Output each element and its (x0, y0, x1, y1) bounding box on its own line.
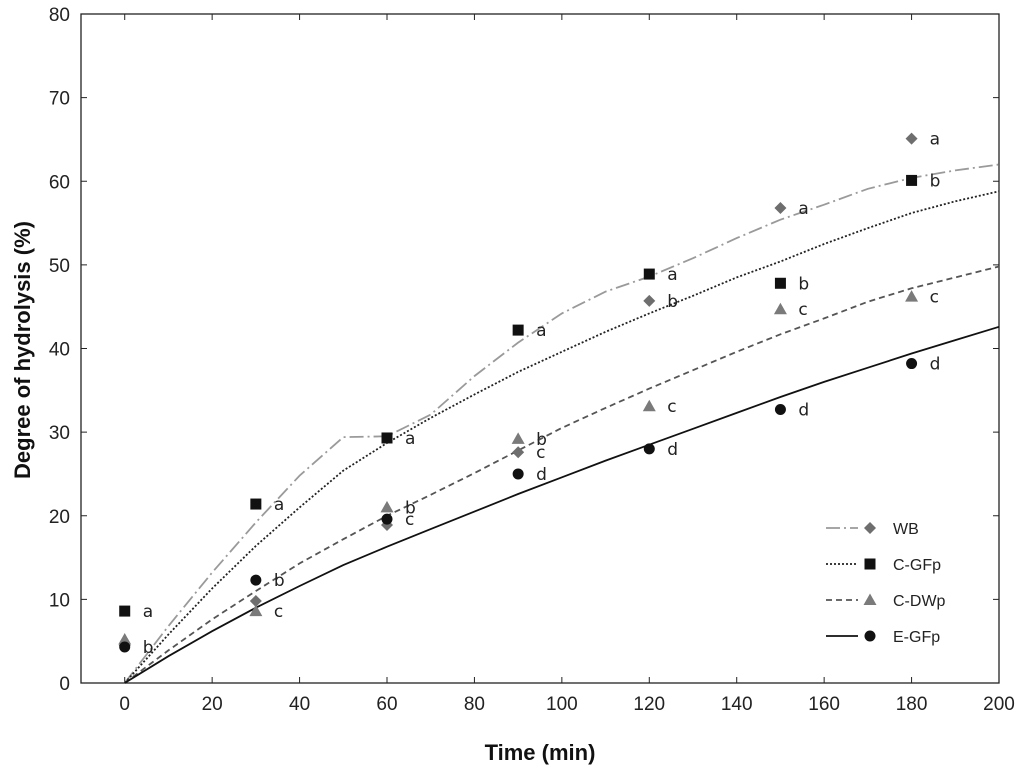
data-point (381, 513, 393, 525)
fit-curve-c-gfp (124, 190, 1000, 684)
x-axis-title: Time (min) (485, 740, 596, 765)
data-label: d (798, 401, 809, 421)
x-tick-label: 0 (119, 694, 130, 715)
fit-curve-e-gfp (124, 325, 1000, 684)
data-point (773, 302, 787, 315)
fit-curve-c-dwp (124, 265, 1000, 684)
data-point (774, 202, 787, 215)
x-tick-label: 20 (202, 694, 223, 715)
data-point (250, 498, 262, 510)
data-point (119, 641, 131, 653)
data-label: b (667, 292, 678, 312)
data-label: b (536, 430, 547, 450)
y-tick-label: 20 (49, 507, 70, 528)
data-point (511, 432, 525, 444)
data-point (905, 132, 918, 145)
legend-marker-c-gfp (864, 558, 876, 570)
y-tick-label: 70 (49, 89, 70, 110)
data-label: a (143, 602, 153, 622)
y-axis-title: Degree of hydrolysis (%) (10, 221, 35, 479)
data-label: a (536, 321, 546, 341)
data-point (119, 605, 131, 617)
legend-label-c-gfp: C-GFp (893, 557, 941, 574)
x-tick-label: 100 (546, 694, 578, 715)
x-tick-label: 160 (808, 694, 840, 715)
x-tick-label: 180 (896, 694, 928, 715)
data-point (905, 290, 919, 302)
data-label: c (667, 397, 676, 417)
x-tick-label: 140 (721, 694, 753, 715)
legend: WB C-GFp C-DWp E-GFp (826, 521, 946, 646)
legend-marker-e-gfp (864, 630, 876, 642)
data-label: c (274, 602, 283, 622)
data-label: d (667, 440, 678, 460)
legend-label-c-dwp: C-DWp (893, 593, 946, 610)
data-label: c (930, 288, 939, 308)
x-tick-label: 200 (983, 694, 1015, 715)
legend-marker-wb (864, 522, 876, 534)
data-label: a (930, 130, 940, 150)
data-point (381, 432, 393, 444)
data-point (249, 595, 262, 608)
data-label: d (930, 355, 941, 375)
data-point (906, 358, 918, 370)
data-point (642, 399, 656, 412)
data-point (774, 277, 786, 289)
x-tick-label: 40 (289, 694, 310, 715)
data-label: b (274, 571, 285, 591)
data-point (643, 268, 655, 280)
data-point (118, 633, 132, 645)
data-point (906, 174, 918, 186)
data-point (774, 404, 786, 416)
x-tick-label: 120 (633, 694, 665, 715)
data-label: a (798, 199, 808, 219)
data-label: b (798, 274, 809, 294)
data-label: b (405, 498, 416, 518)
data-label: c (536, 443, 545, 463)
fit-curve-wb (123, 163, 1000, 684)
data-label: d (536, 465, 547, 485)
data-point (643, 443, 655, 455)
data-point (250, 574, 262, 586)
data-label: a (405, 429, 415, 449)
legend-label-e-gfp: E-GFp (893, 629, 940, 646)
y-tick-label: 50 (49, 256, 70, 277)
data-point (512, 324, 524, 336)
y-tick-label: 40 (49, 340, 70, 361)
y-tick-label: 30 (49, 423, 70, 444)
data-label: a (274, 495, 284, 515)
data-label: c (798, 300, 807, 320)
x-tick-label: 80 (464, 694, 485, 715)
data-point (249, 604, 263, 617)
legend-label-wb: WB (893, 521, 919, 538)
data-label: a (667, 265, 677, 285)
legend-marker-c-dwp (863, 593, 877, 605)
data-label: b (930, 171, 941, 191)
y-tick-label: 60 (49, 172, 70, 193)
data-point (512, 468, 524, 480)
data-label: b (143, 638, 154, 658)
data-point (643, 294, 656, 307)
y-tick-label: 10 (49, 590, 70, 611)
data-point (380, 500, 394, 513)
data-point (512, 446, 525, 459)
y-tick-label: 80 (49, 5, 70, 26)
data-label: c (405, 510, 414, 530)
x-tick-label: 60 (376, 694, 397, 715)
y-tick-label: 0 (59, 674, 70, 695)
